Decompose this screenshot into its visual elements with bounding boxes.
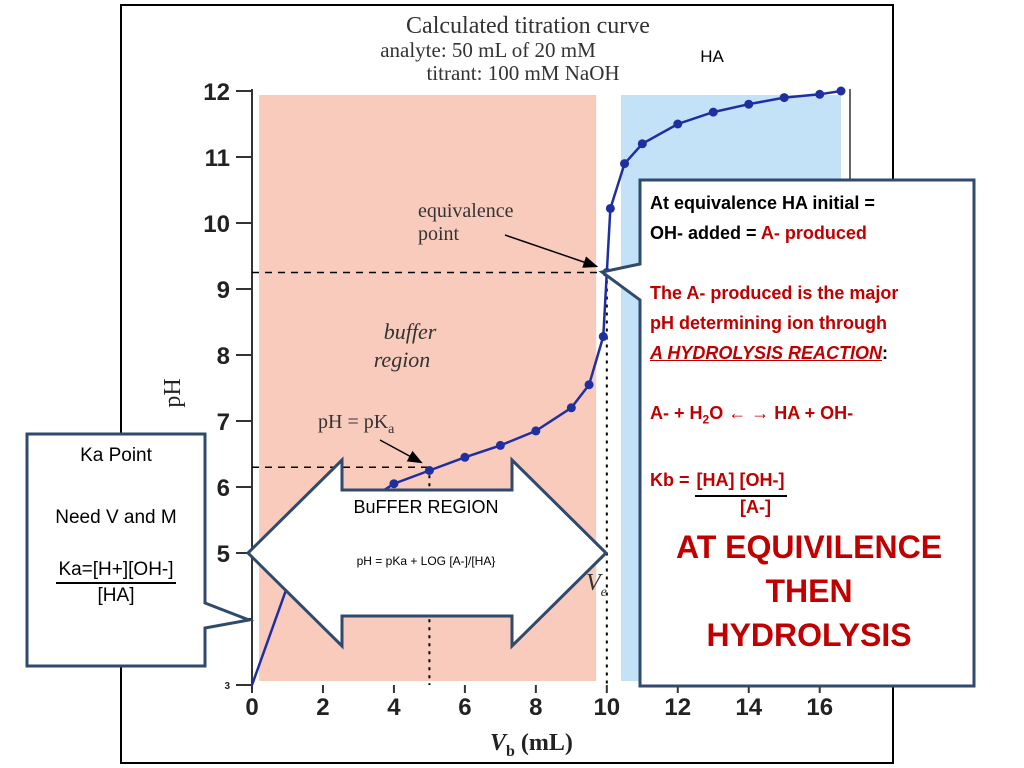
chart-subtitle-2: titrant: 100 mM NaOH — [426, 61, 619, 85]
ka-callout: Ka Point Need V and M Ka=[H+][OH-] [HA] — [27, 434, 205, 666]
hyd-line1: At equivalence HA initial = — [650, 193, 875, 213]
data-point — [566, 403, 576, 413]
chart-title: Calculated titration curve — [406, 13, 650, 39]
y-tick-label: 6 — [217, 475, 230, 502]
data-point — [744, 99, 754, 109]
x-tick-label: 12 — [664, 694, 691, 721]
x-axis-label: Vb (mL) — [490, 730, 573, 760]
y-tick-label: 3 — [224, 681, 230, 692]
x-tick-label: 2 — [316, 694, 329, 721]
data-point — [598, 332, 608, 342]
kb-numerator: [HA] [OH-] — [694, 465, 787, 497]
hydrolysis-callout: At equivalence HA initial = OH- added = … — [640, 180, 974, 686]
x-tick-label: 10 — [593, 694, 620, 721]
hyd-line3: The A- produced is the major — [650, 283, 899, 303]
buffer-arrow-title: BuFFER REGION — [353, 497, 498, 517]
hyd-line2-red: A- produced — [760, 223, 867, 243]
x-tick-label: 8 — [529, 694, 542, 721]
ka-callout-line2: Need V and M — [55, 507, 177, 528]
hyd-line5-tail: : — [882, 343, 889, 363]
equilibrium-arrows-icon: ← → — [728, 403, 770, 423]
buffer-region-label-2: region — [374, 347, 431, 372]
data-point — [584, 380, 594, 390]
data-point — [424, 466, 434, 475]
x-tick-label: 16 — [806, 694, 833, 721]
data-point — [779, 93, 789, 103]
y-tick-label: 9 — [217, 277, 230, 304]
data-point — [620, 159, 630, 169]
y-tick-label: 5 — [217, 541, 230, 568]
data-point — [836, 86, 846, 96]
y-tick-label: 8 — [217, 343, 230, 370]
hyd-line5: A HYDROLYSIS REACTION — [650, 343, 883, 363]
buffer-arrow-shape — [245, 456, 609, 650]
data-point — [531, 426, 541, 436]
y-tick-label: 12 — [203, 79, 230, 106]
y-tick-label: 7 — [217, 409, 230, 436]
kb-denominator: [A-] — [740, 496, 771, 517]
equivalence-point-label-1: equivalence — [418, 200, 514, 222]
pka-label: pH = pKa — [318, 411, 395, 437]
data-point — [495, 440, 505, 450]
x-tick-label: 4 — [387, 694, 401, 721]
big-line1: AT EQUIVILENCE — [675, 528, 943, 565]
data-point — [815, 89, 825, 99]
y-tick-label: 10 — [203, 211, 230, 238]
chart-subtitle-1: analyte: 50 mL of 20 mM — [380, 38, 596, 62]
big-line2: THEN — [765, 572, 853, 609]
y-tick-label: 11 — [205, 145, 230, 172]
data-point — [460, 452, 470, 462]
hyd-line4: pH determining ion through — [650, 313, 887, 333]
data-point — [673, 119, 683, 129]
ka-formula-numerator: Ka=[H+][OH-] — [56, 558, 176, 584]
title-annotation-ha: HA — [700, 47, 724, 66]
x-tick-label: 14 — [735, 694, 762, 721]
x-tick-label: 6 — [458, 694, 471, 721]
data-point — [605, 203, 615, 213]
data-point — [708, 107, 718, 117]
y-axis-label: pH — [160, 378, 186, 407]
data-point — [389, 479, 399, 489]
buffer-region-label-1: buffer — [384, 319, 437, 344]
equivalence-point-label-2: point — [418, 223, 460, 245]
equivalence-point-arrow — [504, 234, 599, 268]
ve-label: Ve — [586, 570, 607, 600]
kb-label: Kb = — [650, 469, 695, 490]
hyd-equation: A- + H2O ← → HA + OH- — [650, 403, 854, 427]
ka-callout-title: Ka Point — [80, 445, 152, 466]
x-tick-label: 0 — [245, 694, 258, 721]
buffer-arrow-formula: pH = pKa + LOG [A-]/[HA} — [357, 554, 496, 568]
big-line3: HYDROLYSIS — [706, 616, 912, 653]
data-point — [637, 139, 647, 149]
ka-formula-denominator: [HA] — [97, 585, 135, 606]
pka-arrow — [379, 439, 423, 464]
hyd-line2-black: OH- added = — [650, 223, 761, 243]
